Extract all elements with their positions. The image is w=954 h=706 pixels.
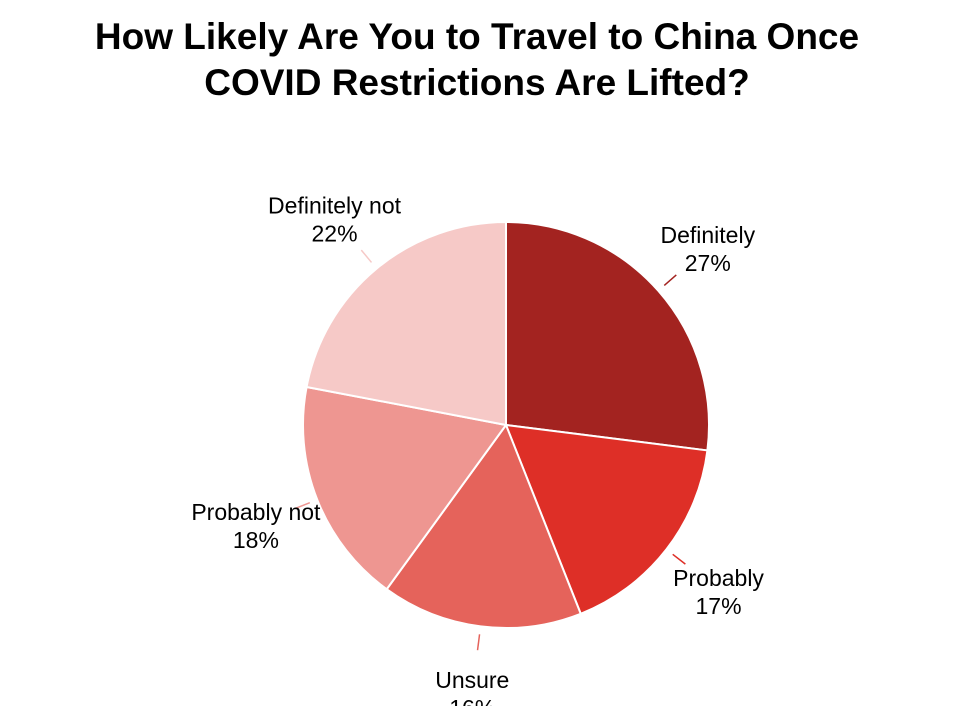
slice-value-label-definitely: 27% (685, 250, 731, 276)
chart-title-line-1: How Likely Are You to Travel to China On… (94, 16, 860, 57)
slice-value-label-probably-not: 18% (233, 527, 279, 553)
chart-title: How Likely Are You to Travel to China On… (0, 14, 954, 106)
slice-label-probably-not: Probably not (191, 499, 321, 525)
pie-slices (302, 221, 710, 629)
slice-label-probably: Probably (673, 565, 764, 591)
pie-slice-probably-not (302, 385, 507, 591)
leader-line-probably (672, 553, 686, 565)
slice-label-definitely-not: Definitely not (268, 193, 402, 219)
slice-label-unsure: Unsure (435, 667, 509, 693)
slice-value-label-unsure: 16% (449, 695, 495, 706)
pie-slice-probably (505, 424, 709, 615)
pie-slice-definitely-not (305, 221, 507, 426)
slice-value-label-definitely-not: 22% (312, 221, 358, 247)
leader-line-probably-not (294, 501, 311, 510)
pie-slice-unsure (385, 424, 582, 629)
pie-slice-definitely (505, 221, 710, 452)
chart-title-line-2: COVID Restrictions Are Lifted? (204, 62, 750, 103)
leader-lines (294, 249, 686, 651)
leader-line-definitely-not (360, 249, 373, 263)
slice-value-label-probably: 17% (696, 593, 742, 619)
slice-label-definitely: Definitely (660, 222, 755, 248)
leader-line-definitely (663, 274, 677, 287)
leader-line-unsure (476, 634, 481, 651)
